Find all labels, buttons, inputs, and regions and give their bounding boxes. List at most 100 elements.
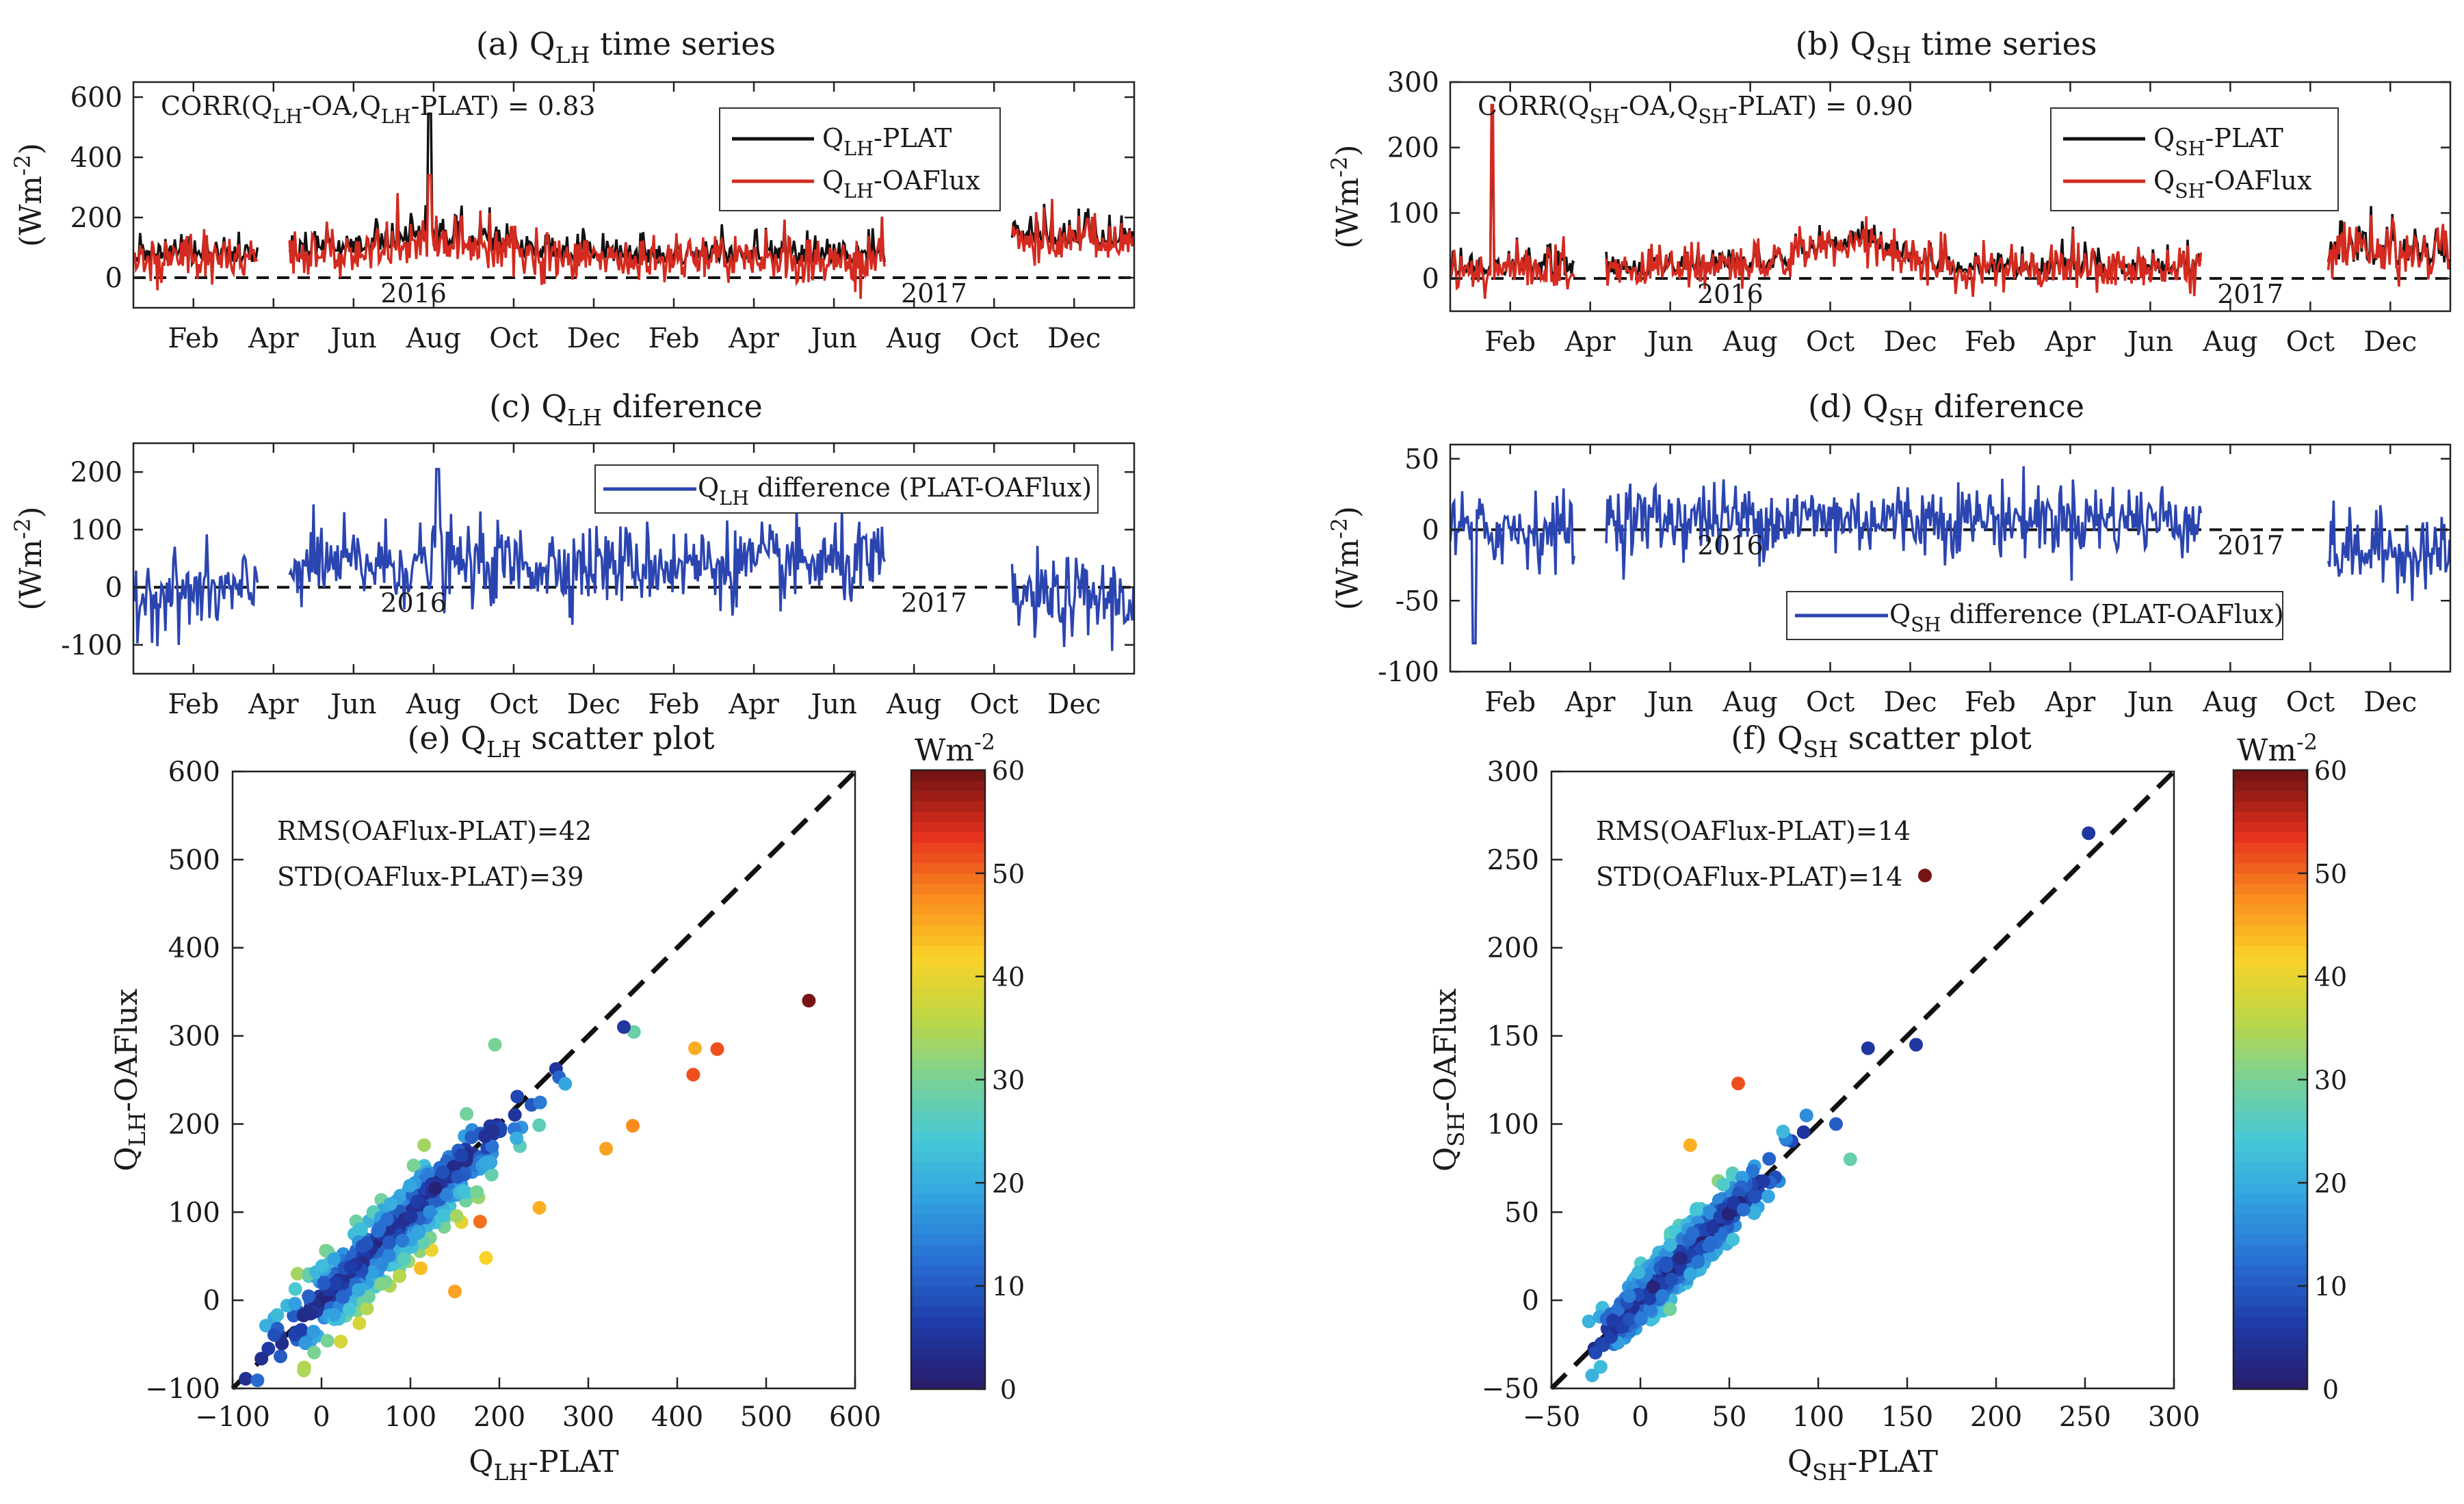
text-part: -OA,Q bbox=[302, 91, 381, 121]
colorbar-step bbox=[911, 1337, 985, 1349]
scatter-point bbox=[1663, 1238, 1677, 1252]
y-tick-label: 500 bbox=[168, 845, 220, 876]
scatter-point bbox=[470, 1185, 484, 1199]
colorbar-step bbox=[2233, 1317, 2307, 1328]
colorbar-step bbox=[2233, 1120, 2307, 1132]
text-part: difference (PLAT-OAFlux) bbox=[749, 473, 1092, 503]
y-tick-label: 100 bbox=[70, 514, 122, 546]
scatter-point bbox=[342, 1302, 356, 1317]
scatter-point-highlight bbox=[1861, 1041, 1875, 1055]
colorbar-step bbox=[911, 914, 985, 925]
axes-frame bbox=[1550, 770, 2175, 1390]
scatter-point bbox=[382, 1235, 397, 1250]
colorbar-tick-label: 20 bbox=[2314, 1168, 2347, 1198]
scatter-point bbox=[1796, 1125, 1811, 1139]
y-tick-label: 600 bbox=[168, 756, 220, 788]
x-tick-label: Aug bbox=[406, 689, 461, 720]
colorbar-step bbox=[2233, 1378, 2307, 1390]
colorbar-tick-label: 40 bbox=[2314, 962, 2347, 992]
scatter-point-highlight bbox=[479, 1251, 493, 1265]
text-part: CORR(Q bbox=[161, 91, 272, 121]
axes-frame bbox=[1449, 443, 2452, 673]
x-tick-label: Jun bbox=[2125, 326, 2174, 358]
legend: QSH difference (PLAT-OAFlux) bbox=[1786, 591, 2284, 640]
scatter-point bbox=[1604, 1330, 1618, 1344]
colorbar-step bbox=[2233, 1162, 2307, 1173]
scatter-point bbox=[1663, 1302, 1677, 1317]
x-tick-label: Feb bbox=[648, 323, 700, 354]
text-part: -PLAT) = 0.83 bbox=[411, 91, 596, 121]
y-tick-label: 100 bbox=[1487, 1109, 1539, 1140]
x-tick-label: Dec bbox=[1883, 687, 1937, 718]
colorbar-step bbox=[2233, 1276, 2307, 1287]
scatter-point-highlight bbox=[448, 1284, 462, 1299]
colorbar-step bbox=[2233, 883, 2307, 895]
scatter-point-highlight bbox=[532, 1200, 547, 1215]
x-tick-label: −50 bbox=[1523, 1401, 1580, 1433]
colorbar-step bbox=[2233, 1059, 2307, 1070]
title-part: scatter plot bbox=[521, 720, 715, 756]
text-part: ) bbox=[1331, 144, 1365, 156]
text-part: Q bbox=[1428, 1147, 1463, 1172]
y-tick-label: 300 bbox=[168, 1021, 220, 1053]
scatter-point-highlight bbox=[488, 1038, 502, 1052]
x-tick-label: Feb bbox=[1484, 326, 1536, 358]
scatter-point bbox=[397, 1252, 411, 1266]
legend: QLH difference (PLAT-OAFlux) bbox=[594, 464, 1099, 514]
x-tick-label: Oct bbox=[489, 323, 538, 354]
scatter-point bbox=[383, 1197, 397, 1211]
colorbar-step bbox=[2233, 1265, 2307, 1276]
text-part: -PLAT bbox=[874, 123, 952, 153]
scatter-point bbox=[1761, 1189, 1775, 1204]
legend-label: QSH-OAFlux bbox=[2153, 166, 2311, 202]
scatter-point bbox=[371, 1224, 385, 1238]
colorbar-step bbox=[2233, 1007, 2307, 1018]
colorbar-label: Wm-2 bbox=[2237, 730, 2318, 768]
y-axis-label: QSH-OAFlux bbox=[1428, 988, 1469, 1172]
colorbar-step bbox=[2233, 1368, 2307, 1380]
text-part: SH bbox=[1699, 105, 1729, 128]
colorbar-step bbox=[911, 791, 985, 802]
scatter-point bbox=[393, 1269, 407, 1283]
y-tick-label: 200 bbox=[1487, 933, 1539, 964]
colorbar-step bbox=[911, 945, 985, 957]
colorbar-step bbox=[911, 1018, 985, 1029]
text-part: LH bbox=[719, 487, 749, 510]
y-tick-label: 200 bbox=[70, 457, 122, 488]
colorbar-step bbox=[911, 1152, 985, 1163]
colorbar-step bbox=[2233, 1306, 2307, 1318]
scatter-point bbox=[406, 1158, 421, 1172]
colorbar-step bbox=[911, 1234, 985, 1245]
scatter-point bbox=[1643, 1302, 1657, 1317]
y-tick-label: 200 bbox=[1387, 133, 1439, 164]
colorbar-step bbox=[2233, 1100, 2307, 1111]
scatter-point bbox=[460, 1107, 474, 1121]
colorbar-step bbox=[911, 1276, 985, 1287]
colorbar-step bbox=[2233, 780, 2307, 791]
stat-text: STD(OAFlux-PLAT)=14 bbox=[1596, 862, 1902, 892]
x-tick-label: Oct bbox=[1806, 687, 1854, 718]
y-tick-label: -100 bbox=[61, 630, 122, 661]
scatter-point bbox=[294, 1323, 309, 1337]
scatter-point bbox=[374, 1277, 389, 1291]
scatter-point bbox=[352, 1316, 367, 1330]
x-tick-label: Jun bbox=[2125, 687, 2174, 718]
x-axis-label: QLH-PLAT bbox=[469, 1444, 618, 1486]
text-part: SH bbox=[1911, 614, 1941, 636]
scatter-point bbox=[1683, 1267, 1697, 1282]
scatter-point bbox=[354, 1223, 368, 1237]
scatter-cloud bbox=[239, 1025, 641, 1388]
text-part: Q bbox=[469, 1444, 493, 1479]
title-part: scatter plot bbox=[1838, 720, 2032, 756]
scatter-point bbox=[343, 1260, 358, 1274]
title-part: time series bbox=[590, 25, 776, 62]
scatter-point bbox=[355, 1239, 369, 1254]
colorbar-step bbox=[2233, 821, 2307, 833]
colorbar-step bbox=[2233, 976, 2307, 988]
colorbar-step bbox=[2233, 894, 2307, 905]
text-part: -2 bbox=[11, 155, 36, 176]
text-part: difference (PLAT-OAFlux) bbox=[1941, 599, 2284, 629]
x-tick-label: 600 bbox=[829, 1401, 881, 1433]
stat-text: STD(OAFlux-PLAT)=39 bbox=[277, 862, 584, 892]
